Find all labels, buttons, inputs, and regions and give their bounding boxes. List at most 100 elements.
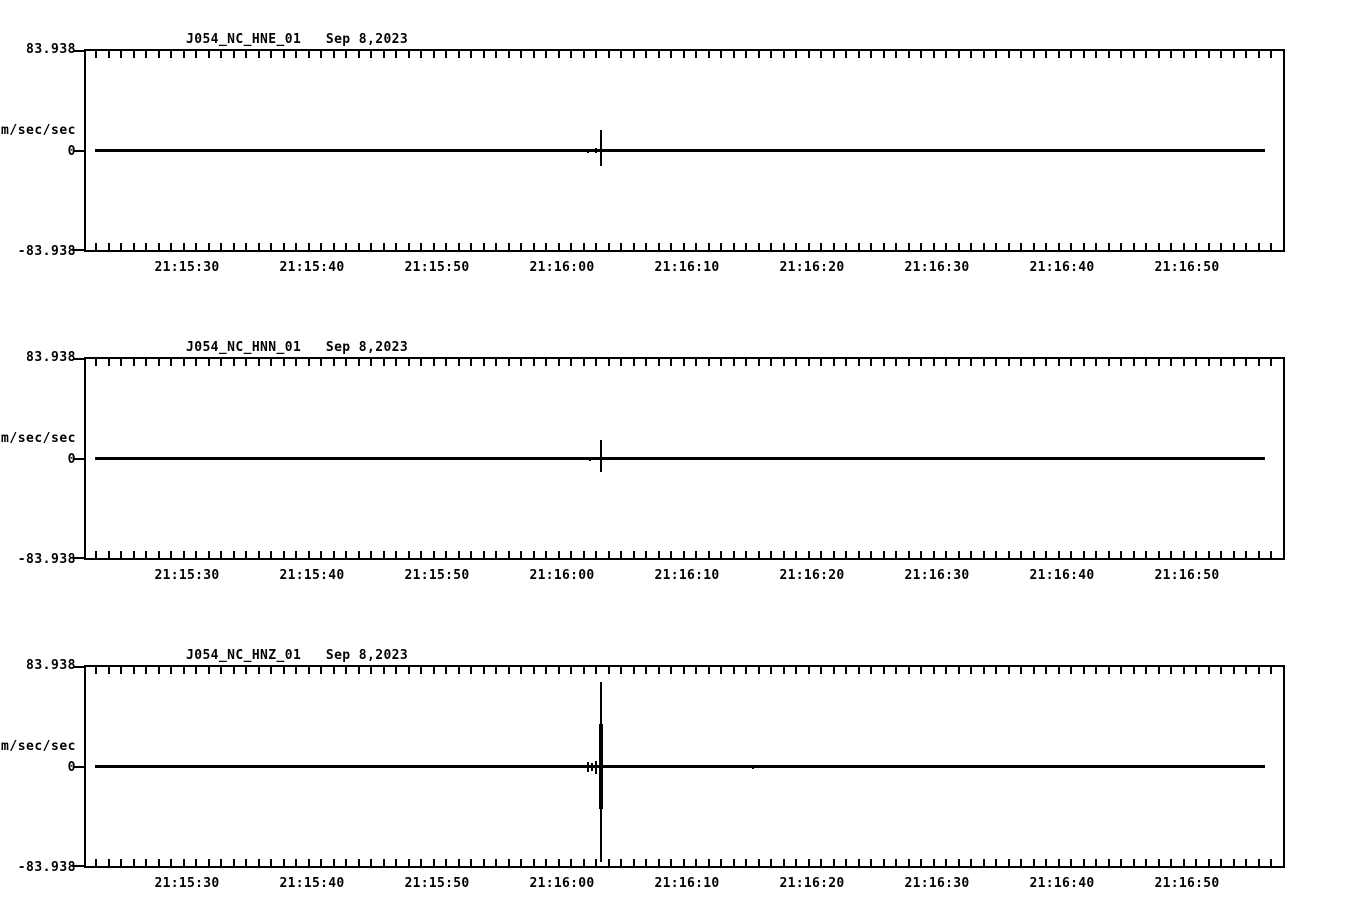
x-minor-tick	[1070, 667, 1072, 674]
x-minor-tick	[1233, 243, 1235, 250]
x-minor-tick	[683, 243, 685, 250]
x-minor-tick	[683, 667, 685, 674]
x-minor-tick	[183, 551, 185, 558]
x-minor-tick	[95, 667, 97, 674]
x-minor-tick	[1045, 667, 1047, 674]
x-minor-tick	[983, 359, 985, 366]
x-minor-tick	[183, 859, 185, 866]
x-minor-tick	[733, 243, 735, 250]
x-minor-tick	[108, 359, 110, 366]
x-minor-tick	[645, 359, 647, 366]
x-minor-tick	[420, 859, 422, 866]
x-minor-tick	[433, 859, 435, 866]
x-minor-tick	[1195, 243, 1197, 250]
x-minor-tick	[1045, 243, 1047, 250]
x-minor-tick	[220, 243, 222, 250]
x-minor-tick	[633, 859, 635, 866]
x-minor-tick	[633, 243, 635, 250]
x-minor-tick	[533, 859, 535, 866]
x-minor-tick	[245, 243, 247, 250]
x-minor-tick	[520, 551, 522, 558]
x-minor-tick	[1145, 667, 1147, 674]
x-minor-tick	[645, 859, 647, 866]
x-minor-tick	[358, 359, 360, 366]
x-minor-tick	[1145, 51, 1147, 58]
x-minor-tick	[733, 551, 735, 558]
x-minor-tick	[433, 667, 435, 674]
x-minor-tick	[370, 51, 372, 58]
x-minor-tick	[995, 243, 997, 250]
x-minor-tick	[595, 551, 597, 558]
x-minor-tick	[770, 667, 772, 674]
x-minor-tick	[658, 359, 660, 366]
x-minor-tick	[1070, 359, 1072, 366]
waveform-spike	[600, 440, 602, 472]
x-minor-tick	[270, 667, 272, 674]
x-minor-tick	[308, 359, 310, 366]
x-minor-tick	[1133, 359, 1135, 366]
x-tick-label: 21:16:20	[779, 876, 845, 891]
x-minor-tick	[583, 859, 585, 866]
x-minor-tick	[1120, 243, 1122, 250]
x-minor-tick	[945, 243, 947, 250]
x-minor-tick	[895, 551, 897, 558]
x-minor-tick	[395, 667, 397, 674]
x-minor-tick	[395, 359, 397, 366]
x-minor-tick	[608, 51, 610, 58]
x-minor-tick	[1108, 359, 1110, 366]
x-minor-tick	[520, 359, 522, 366]
x-minor-tick	[195, 51, 197, 58]
x-minor-tick	[1008, 551, 1010, 558]
x-minor-tick	[220, 51, 222, 58]
x-minor-tick	[1220, 359, 1222, 366]
x-minor-tick	[408, 551, 410, 558]
x-minor-tick	[208, 359, 210, 366]
x-minor-tick	[870, 51, 872, 58]
x-minor-tick	[345, 243, 347, 250]
x-minor-tick	[1283, 359, 1285, 366]
x-minor-tick	[745, 51, 747, 58]
x-minor-tick	[770, 51, 772, 58]
x-minor-tick	[1270, 859, 1272, 866]
x-minor-tick	[970, 51, 972, 58]
x-minor-tick	[383, 859, 385, 866]
x-minor-tick	[295, 359, 297, 366]
x-minor-tick	[1133, 859, 1135, 866]
waveform-spike	[589, 458, 591, 461]
x-minor-tick	[845, 551, 847, 558]
x-minor-tick	[533, 51, 535, 58]
x-minor-tick	[495, 667, 497, 674]
x-minor-tick	[133, 51, 135, 58]
x-minor-tick	[745, 359, 747, 366]
x-minor-tick	[1208, 551, 1210, 558]
x-minor-tick	[920, 243, 922, 250]
x-minor-tick	[545, 359, 547, 366]
y-axis-max-label-hne: 83.938	[26, 42, 76, 57]
x-minor-tick	[933, 667, 935, 674]
x-minor-tick	[1108, 51, 1110, 58]
panel-title-hne: J054_NC_HNE_01 Sep 8,2023	[186, 32, 409, 47]
x-minor-tick	[1258, 859, 1260, 866]
x-minor-tick	[395, 859, 397, 866]
x-minor-tick	[1008, 859, 1010, 866]
x-minor-tick	[1058, 859, 1060, 866]
y-axis-min-label-hnz: -83.938	[17, 860, 76, 875]
x-minor-tick	[620, 551, 622, 558]
x-minor-tick	[295, 667, 297, 674]
x-minor-tick	[483, 51, 485, 58]
x-minor-tick	[308, 551, 310, 558]
x-minor-tick	[708, 51, 710, 58]
x-minor-tick	[820, 551, 822, 558]
x-minor-tick	[895, 51, 897, 58]
x-minor-tick	[1145, 551, 1147, 558]
x-minor-tick	[795, 859, 797, 866]
x-minor-tick	[333, 859, 335, 866]
x-minor-tick	[558, 51, 560, 58]
x-minor-tick	[783, 51, 785, 58]
x-minor-tick	[483, 551, 485, 558]
x-tick-label: 21:16:40	[1029, 568, 1095, 583]
x-minor-tick	[808, 359, 810, 366]
x-minor-tick	[295, 51, 297, 58]
x-minor-tick	[1133, 51, 1135, 58]
x-minor-tick	[270, 243, 272, 250]
